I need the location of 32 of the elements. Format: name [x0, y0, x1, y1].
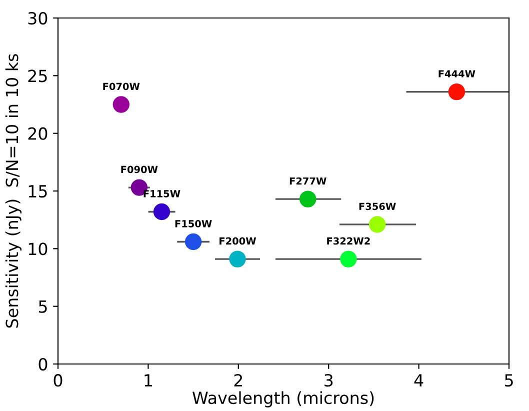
- y-tick-label: 5: [38, 300, 47, 313]
- x-tick-label: 5: [504, 374, 513, 387]
- y-tick-label: 20: [28, 127, 48, 140]
- y-tick-label: 15: [28, 185, 47, 198]
- point: [448, 83, 466, 100]
- x-tick-label: 3: [324, 374, 333, 387]
- point: [368, 216, 386, 233]
- x-tick-label: 4: [414, 374, 424, 386]
- y-tick-label: 30: [28, 12, 48, 25]
- annotation: F090W: [121, 166, 158, 174]
- point: [153, 203, 170, 220]
- x-tick-label: 2: [234, 374, 242, 386]
- point: [184, 233, 202, 250]
- point: [300, 190, 316, 208]
- point: [340, 250, 357, 268]
- annotation: F070W: [103, 82, 140, 90]
- x-tick-label: 1: [144, 374, 152, 386]
- annotation: F356W: [359, 202, 396, 210]
- y-tick-label: 25: [28, 70, 47, 82]
- annotation: F150W: [175, 220, 212, 228]
- annotation: F115W: [144, 190, 180, 198]
- annotation: F277W: [290, 177, 326, 185]
- y-tick-label: 10: [28, 242, 48, 256]
- y-tick-label: 0: [38, 358, 48, 371]
- point: [229, 250, 246, 268]
- annotation: F322W2: [327, 237, 370, 245]
- point: [112, 96, 130, 113]
- annotation: F200W: [220, 237, 256, 245]
- y-axis-title: Sensitivity (nJy) S/N=10 in 10 ks: [5, 54, 22, 328]
- x-axis-title: Wavelength (microns): [192, 391, 374, 408]
- annotation: F444W: [438, 70, 476, 78]
- x-tick-label: 0: [54, 374, 62, 387]
